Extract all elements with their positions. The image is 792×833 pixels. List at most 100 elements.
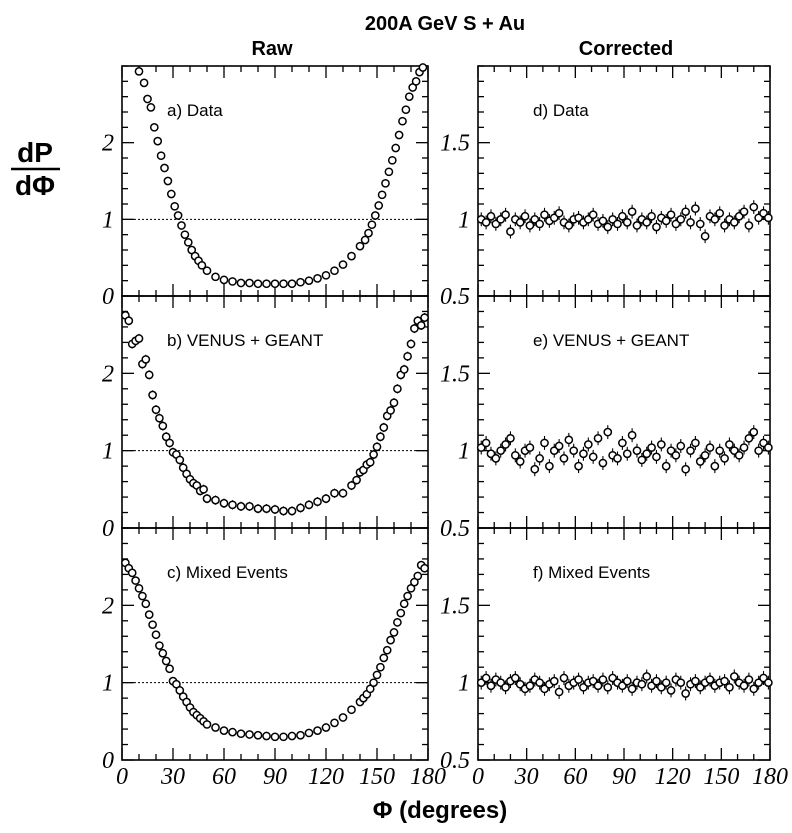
data-point bbox=[330, 266, 339, 276]
data-point bbox=[496, 446, 506, 456]
x-tick-label: 60 bbox=[563, 764, 587, 790]
data-point bbox=[535, 219, 544, 229]
data-point bbox=[554, 441, 564, 451]
x-tick-label: 180 bbox=[410, 764, 446, 790]
data-point bbox=[403, 351, 412, 361]
data-point bbox=[622, 449, 632, 459]
data-point bbox=[564, 435, 574, 445]
data-point bbox=[676, 214, 686, 224]
data-point bbox=[160, 163, 169, 173]
data-point bbox=[382, 645, 392, 655]
data-point bbox=[569, 446, 579, 456]
data-point bbox=[352, 475, 361, 485]
data-point bbox=[530, 464, 540, 474]
data-point bbox=[554, 687, 564, 697]
x-tick-label: 120 bbox=[655, 764, 691, 790]
data-point bbox=[525, 681, 535, 691]
data-point bbox=[420, 313, 429, 323]
y-tick-label: 2 bbox=[102, 131, 114, 157]
y-tick-label: 1 bbox=[102, 439, 114, 465]
data-point bbox=[321, 494, 331, 503]
data-point bbox=[155, 641, 164, 650]
data-point bbox=[647, 211, 656, 221]
data-point bbox=[720, 676, 729, 686]
y-tick-label: 0.5 bbox=[440, 748, 470, 774]
data-point bbox=[134, 583, 144, 593]
data-point bbox=[729, 218, 739, 227]
y-axis-label: dP dΦ bbox=[11, 137, 60, 201]
data-point bbox=[593, 681, 603, 691]
data-point bbox=[393, 617, 402, 627]
data-point bbox=[486, 681, 496, 691]
data-point bbox=[313, 497, 322, 507]
data-point bbox=[236, 729, 246, 739]
data-point bbox=[399, 365, 409, 374]
data-point bbox=[158, 648, 168, 658]
data-point bbox=[739, 681, 749, 691]
data-point bbox=[381, 178, 390, 188]
data-point bbox=[510, 450, 520, 460]
data-point bbox=[411, 76, 421, 86]
y-tick-label: 0 bbox=[102, 284, 114, 310]
data-point bbox=[384, 167, 394, 177]
data-point bbox=[262, 279, 271, 289]
data-point bbox=[603, 222, 613, 232]
y-tick-label: 1.5 bbox=[440, 593, 470, 619]
data-point bbox=[725, 682, 734, 692]
data-point bbox=[175, 455, 185, 465]
data-point bbox=[377, 190, 387, 200]
y-axis-label-numerator: dP bbox=[17, 137, 53, 168]
data-point bbox=[161, 656, 171, 666]
data-point bbox=[245, 278, 254, 288]
data-point bbox=[138, 591, 147, 601]
data-point bbox=[253, 279, 263, 289]
y-tick-label: 1.5 bbox=[440, 131, 470, 157]
data-point bbox=[158, 421, 168, 431]
data-point bbox=[627, 684, 637, 694]
data-point bbox=[739, 207, 749, 217]
data-point bbox=[618, 438, 627, 448]
data-point bbox=[593, 433, 603, 443]
data-point bbox=[574, 675, 583, 684]
data-point bbox=[364, 228, 373, 238]
data-point bbox=[491, 454, 501, 463]
y-tick-label: 0.5 bbox=[440, 516, 470, 542]
data-point bbox=[202, 266, 212, 276]
data-point bbox=[661, 678, 671, 688]
data-point bbox=[705, 675, 715, 684]
y-axis-label-denominator: dΦ bbox=[15, 170, 55, 201]
data-point bbox=[744, 675, 754, 684]
data-point bbox=[253, 730, 263, 740]
data-point bbox=[338, 260, 348, 269]
data-point bbox=[262, 731, 271, 741]
data-point bbox=[734, 450, 744, 460]
data-point bbox=[613, 454, 622, 463]
y-tick-label: 1.5 bbox=[440, 361, 470, 387]
data-point bbox=[379, 653, 389, 663]
data-point bbox=[183, 237, 193, 247]
data-point bbox=[365, 457, 375, 467]
data-point bbox=[376, 662, 385, 672]
x-tick-label: 30 bbox=[160, 764, 185, 790]
data-point bbox=[202, 494, 212, 503]
data-point bbox=[579, 449, 588, 459]
data-point bbox=[715, 446, 725, 456]
data-point bbox=[720, 221, 729, 230]
data-point bbox=[270, 732, 280, 742]
data-point bbox=[739, 443, 749, 452]
x-tick-label: 30 bbox=[514, 764, 539, 790]
x-tick-label: 180 bbox=[752, 764, 788, 790]
data-point bbox=[321, 270, 331, 280]
data-point bbox=[652, 452, 661, 462]
data-point bbox=[574, 461, 583, 471]
data-point bbox=[376, 432, 385, 442]
data-point bbox=[374, 201, 384, 210]
data-point bbox=[540, 210, 549, 220]
data-point bbox=[197, 260, 207, 270]
panel-d-frame bbox=[477, 65, 771, 297]
data-point bbox=[416, 321, 426, 330]
data-point bbox=[219, 275, 229, 285]
data-point bbox=[661, 461, 671, 471]
data-point bbox=[535, 454, 544, 463]
data-point bbox=[559, 454, 569, 463]
